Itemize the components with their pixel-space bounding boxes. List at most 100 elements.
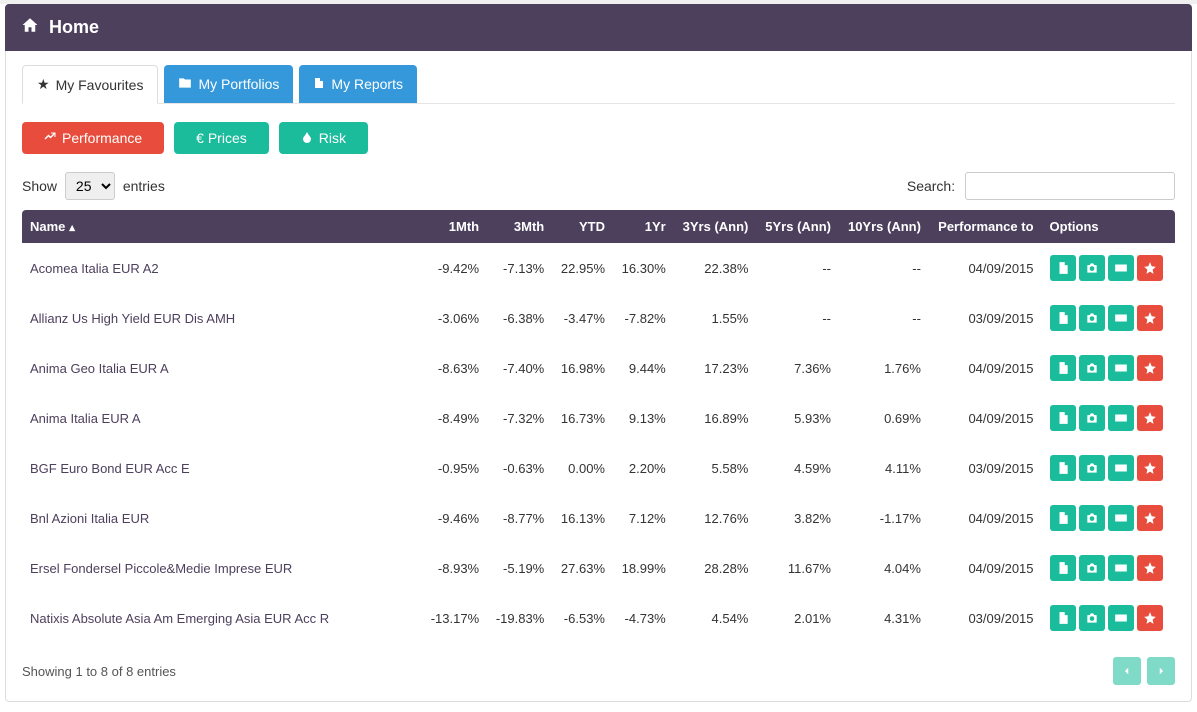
cell-options [1042, 243, 1175, 293]
factsheet-icon[interactable] [1050, 505, 1076, 531]
cell-perf-to: 04/09/2015 [929, 243, 1042, 293]
col-1mth[interactable]: 1Mth [422, 210, 487, 243]
cell-10yrs: -- [839, 243, 929, 293]
col-10yrs[interactable]: 10Yrs (Ann) [839, 210, 929, 243]
factsheet-icon[interactable] [1050, 405, 1076, 431]
cell-10yrs: 4.31% [839, 593, 929, 643]
snapshot-icon[interactable] [1079, 505, 1105, 531]
cell-1mth: -8.49% [422, 393, 487, 443]
fund-link[interactable]: Ersel Fondersel Piccole&Medie Imprese EU… [30, 561, 292, 576]
cell-1yr: 7.12% [613, 493, 674, 543]
col-name[interactable]: Name▴ [22, 210, 422, 243]
tab-my-favourites[interactable]: ★ My Favourites [22, 65, 158, 104]
table-row: Ersel Fondersel Piccole&Medie Imprese EU… [22, 543, 1175, 593]
col-ytd[interactable]: YTD [552, 210, 613, 243]
favourite-star-icon[interactable] [1137, 505, 1163, 531]
table-row: Anima Italia EUR A-8.49%-7.32%16.73%9.13… [22, 393, 1175, 443]
favourite-star-icon[interactable] [1137, 605, 1163, 631]
snapshot-icon[interactable] [1079, 255, 1105, 281]
favourite-star-icon[interactable] [1137, 555, 1163, 581]
cell-options [1042, 343, 1175, 393]
factsheet-icon[interactable] [1050, 555, 1076, 581]
favourite-star-icon[interactable] [1137, 255, 1163, 281]
prices-icon[interactable] [1108, 605, 1134, 631]
cell-3mth: -5.19% [487, 543, 552, 593]
factsheet-icon[interactable] [1050, 355, 1076, 381]
factsheet-icon[interactable] [1050, 255, 1076, 281]
fund-link[interactable]: Allianz Us High Yield EUR Dis AMH [30, 311, 235, 326]
tab-my-reports[interactable]: My Reports [299, 65, 417, 103]
cell-3mth: -0.63% [487, 443, 552, 493]
col-perf-to[interactable]: Performance to [929, 210, 1042, 243]
col-5yrs[interactable]: 5Yrs (Ann) [756, 210, 839, 243]
snapshot-icon[interactable] [1079, 605, 1105, 631]
search-input[interactable] [965, 172, 1175, 200]
fund-link[interactable]: BGF Euro Bond EUR Acc E [30, 461, 190, 476]
pager-next-button[interactable] [1147, 657, 1175, 685]
toolbar: Performance € Prices Risk [22, 122, 1175, 154]
cell-options [1042, 493, 1175, 543]
factsheet-icon[interactable] [1050, 305, 1076, 331]
cell-options [1042, 393, 1175, 443]
tab-my-portfolios[interactable]: My Portfolios [164, 65, 293, 103]
prices-icon[interactable] [1108, 505, 1134, 531]
cell-3mth: -6.38% [487, 293, 552, 343]
snapshot-icon[interactable] [1079, 355, 1105, 381]
prices-icon[interactable] [1108, 405, 1134, 431]
file-icon [313, 76, 325, 93]
favourite-star-icon[interactable] [1137, 305, 1163, 331]
snapshot-icon[interactable] [1079, 455, 1105, 481]
favourite-star-icon[interactable] [1137, 355, 1163, 381]
fund-link[interactable]: Natixis Absolute Asia Am Emerging Asia E… [30, 611, 329, 626]
cell-3mth: -7.13% [487, 243, 552, 293]
fund-link[interactable]: Anima Geo Italia EUR A [30, 361, 169, 376]
cell-perf-to: 04/09/2015 [929, 343, 1042, 393]
prices-icon[interactable] [1108, 255, 1134, 281]
snapshot-icon[interactable] [1079, 555, 1105, 581]
col-3yrs[interactable]: 3Yrs (Ann) [674, 210, 757, 243]
prices-icon[interactable] [1108, 555, 1134, 581]
col-3mth[interactable]: 3Mth [487, 210, 552, 243]
cell-1mth: -0.95% [422, 443, 487, 493]
fund-link[interactable]: Bnl Azioni Italia EUR [30, 511, 149, 526]
prices-icon[interactable] [1108, 305, 1134, 331]
favourite-star-icon[interactable] [1137, 455, 1163, 481]
tab-label: My Favourites [56, 77, 144, 93]
cell-1yr: 16.30% [613, 243, 674, 293]
cell-5yrs: -- [756, 293, 839, 343]
cell-1yr: -4.73% [613, 593, 674, 643]
cell-perf-to: 03/09/2015 [929, 293, 1042, 343]
cell-perf-to: 04/09/2015 [929, 543, 1042, 593]
cell-5yrs: 11.67% [756, 543, 839, 593]
table-row: Acomea Italia EUR A2-9.42%-7.13%22.95%16… [22, 243, 1175, 293]
show-label: Show [22, 178, 57, 194]
prices-button[interactable]: € Prices [174, 122, 269, 154]
page-size-select[interactable]: 25 [65, 172, 115, 200]
fund-link[interactable]: Anima Italia EUR A [30, 411, 141, 426]
pager-prev-button[interactable] [1113, 657, 1141, 685]
cell-3mth: -19.83% [487, 593, 552, 643]
home-icon [21, 16, 39, 39]
cell-5yrs: 7.36% [756, 343, 839, 393]
factsheet-icon[interactable] [1050, 455, 1076, 481]
entries-label: entries [123, 178, 165, 194]
cell-ytd: 16.13% [552, 493, 613, 543]
cell-5yrs: 3.82% [756, 493, 839, 543]
cell-5yrs: 2.01% [756, 593, 839, 643]
prices-icon[interactable] [1108, 355, 1134, 381]
snapshot-icon[interactable] [1079, 305, 1105, 331]
search-label: Search: [907, 178, 955, 194]
cell-3yrs: 22.38% [674, 243, 757, 293]
favourite-star-icon[interactable] [1137, 405, 1163, 431]
prices-icon[interactable] [1108, 455, 1134, 481]
col-1yr[interactable]: 1Yr [613, 210, 674, 243]
performance-button[interactable]: Performance [22, 122, 164, 154]
cell-3yrs: 16.89% [674, 393, 757, 443]
factsheet-icon[interactable] [1050, 605, 1076, 631]
snapshot-icon[interactable] [1079, 405, 1105, 431]
risk-button[interactable]: Risk [279, 122, 368, 154]
fund-link[interactable]: Acomea Italia EUR A2 [30, 261, 159, 276]
cell-perf-to: 03/09/2015 [929, 443, 1042, 493]
cell-1mth: -8.63% [422, 343, 487, 393]
table-row: BGF Euro Bond EUR Acc E-0.95%-0.63%0.00%… [22, 443, 1175, 493]
